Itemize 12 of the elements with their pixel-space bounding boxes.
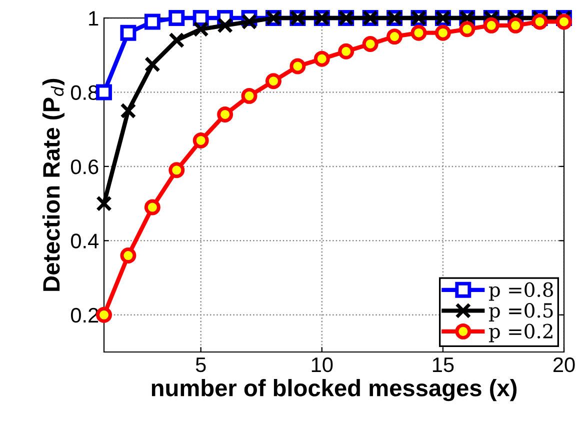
x-tick-label: 20 — [553, 357, 575, 372]
x-tick-label: 5 — [196, 358, 206, 372]
y-tick-label: 0.4 — [70, 234, 99, 248]
y-axis-title: Detection Rate (P$_{d}$) — [42, 78, 64, 291]
legend-label: p =0.2 — [488, 324, 552, 342]
x-tick-label: 15 — [432, 358, 454, 372]
x-tick-label: 10 — [312, 357, 333, 372]
legend-label: p =0.5 — [488, 303, 553, 322]
legend-label: p =0.8 — [488, 282, 553, 301]
y-tick-label: 1 — [89, 11, 98, 26]
y-tick-label: 0.6 — [70, 159, 98, 174]
x-axis-title: number of blocked messages (x) — [152, 379, 517, 402]
